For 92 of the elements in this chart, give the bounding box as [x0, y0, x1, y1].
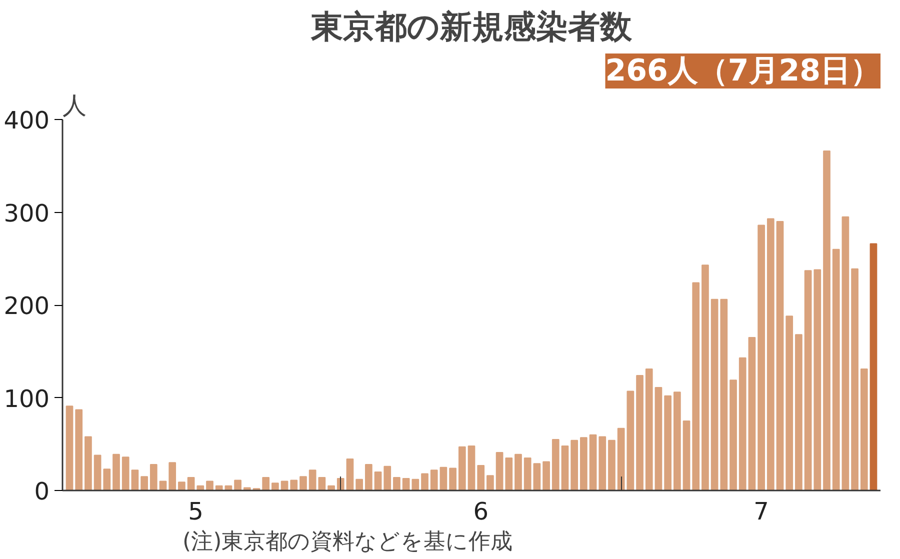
text: (注)東京都の資料などを基に作成 [182, 530, 513, 554]
bar [542, 461, 550, 490]
bar [748, 336, 756, 490]
bar [94, 454, 102, 490]
bar [168, 462, 176, 490]
bar [758, 224, 765, 490]
bar [159, 480, 167, 490]
bar [243, 487, 251, 490]
bar [421, 473, 428, 490]
bar [804, 270, 812, 490]
bar [832, 248, 840, 490]
bar [430, 470, 438, 490]
x-tick-label: 7 [754, 498, 769, 526]
bar [84, 436, 92, 490]
y-tick-label: 400 [4, 106, 50, 134]
bar [346, 458, 354, 490]
bar [589, 434, 597, 490]
bar [384, 466, 392, 490]
bar [645, 368, 653, 490]
bar [738, 357, 746, 490]
bar [524, 458, 532, 490]
bar [393, 477, 400, 490]
y-tick-label: 200 [4, 292, 50, 320]
bar [206, 480, 214, 490]
bar [851, 268, 858, 490]
y-axis-title: 人 [62, 92, 86, 120]
bar [870, 243, 878, 490]
bar [122, 456, 130, 490]
bar [374, 471, 382, 490]
bar [561, 445, 569, 490]
bar [766, 218, 774, 490]
bar [776, 221, 784, 490]
bar [262, 477, 270, 490]
bar [860, 368, 868, 490]
bar [598, 436, 606, 490]
bar [140, 476, 148, 490]
bar [673, 392, 681, 490]
bar [720, 298, 728, 490]
bar [328, 485, 335, 490]
bar [636, 374, 644, 490]
bar [814, 269, 822, 490]
text: 266人（7月28日） [605, 54, 881, 88]
bar [795, 334, 802, 490]
x-tick-label: 6 [473, 498, 488, 526]
bar [440, 466, 448, 490]
bar [215, 485, 223, 490]
bar [103, 468, 111, 490]
bar [710, 298, 718, 490]
bar [692, 282, 700, 490]
y-tick-label: 300 [4, 199, 50, 228]
bar [552, 438, 560, 490]
bar [702, 264, 709, 490]
bar [300, 476, 307, 490]
bar [505, 458, 513, 490]
bar [468, 445, 476, 490]
bar [150, 464, 158, 490]
bar [486, 475, 494, 490]
bar [280, 480, 288, 490]
y-tick-label: 0 [34, 478, 50, 506]
bar [664, 395, 672, 490]
bar [533, 463, 541, 490]
x-tick-label: 5 [188, 498, 204, 526]
bar [412, 478, 420, 490]
bar [402, 478, 410, 490]
bar [608, 440, 616, 490]
bar [730, 380, 737, 490]
bar [514, 454, 522, 490]
bar [477, 464, 485, 490]
bar [112, 454, 120, 490]
bar [570, 440, 578, 490]
bar [196, 485, 204, 490]
bar [496, 452, 504, 490]
bar [682, 420, 690, 490]
bar [458, 446, 466, 490]
bar [356, 478, 363, 490]
bar [290, 480, 298, 490]
bar [187, 477, 195, 490]
chart-title: 東京都の新規感染者数 [310, 8, 633, 46]
bar [75, 409, 83, 490]
bar [234, 480, 242, 490]
bar [580, 437, 588, 490]
bar [364, 464, 372, 490]
bar [654, 387, 662, 490]
bar [823, 150, 830, 490]
y-tick-label: 100 [4, 384, 50, 413]
bar [842, 216, 850, 490]
bar [66, 406, 74, 490]
bar [449, 468, 456, 490]
bar [786, 316, 794, 490]
bar [131, 470, 139, 490]
bar [272, 482, 279, 490]
bar [178, 482, 186, 490]
